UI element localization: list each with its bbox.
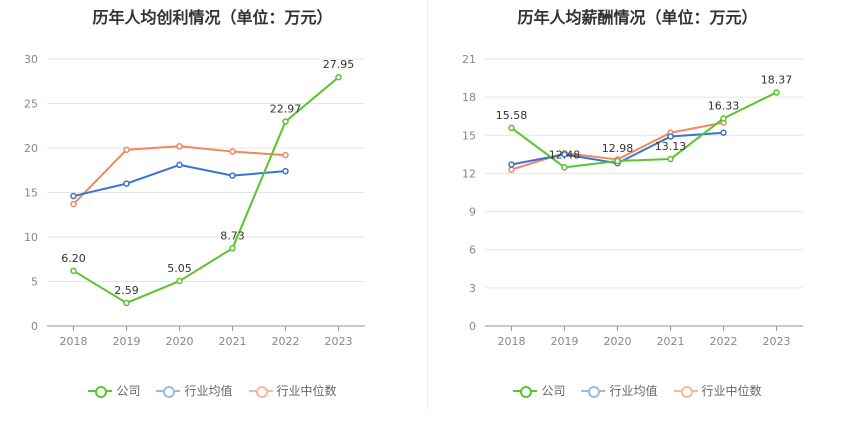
data-label: 22.97: [270, 103, 302, 116]
data-point: [229, 245, 236, 252]
data-point: [667, 155, 674, 163]
legend-label: 行业均值: [184, 384, 233, 398]
legend-label: 行业中位数: [276, 384, 337, 398]
legend-label: 行业均值: [609, 384, 658, 398]
salary-chart: 0 3 6 9 12 15 18 21 2018 2019 2020 2021 2022 2023 15.5…: [462, 53, 803, 348]
data-point: [70, 192, 77, 200]
data-point: [667, 133, 674, 140]
x-tick-label: 2023: [325, 335, 353, 348]
legend-swatch-icon: [248, 384, 273, 398]
data-point: [773, 89, 780, 96]
profit-legend: 公司 行业均值 行业中位数: [0, 382, 425, 399]
legend-item-industry-median[interactable]: 行业中位数: [673, 382, 762, 399]
profit-chart-panel: 历年人均创利情况（单位：万元） 0 5 10 15 20 25 30 2018 2019 2020…: [0, 8, 425, 399]
data-point: [123, 299, 130, 307]
data-point: [282, 167, 289, 175]
data-label: 18.37: [761, 73, 793, 86]
x-tick-label: 2020: [166, 335, 194, 348]
y-tick-label: 0: [31, 320, 38, 333]
salary-legend: 公司 行业均值 行业中位数: [425, 382, 850, 399]
data-label: 13.13: [655, 140, 687, 153]
y-tick-label: 6: [469, 244, 476, 257]
data-point: [508, 166, 515, 173]
data-label: 6.20: [61, 252, 86, 265]
data-label: 8.73: [220, 229, 245, 242]
salary-chart-panel: 历年人均薪酬情况（单位：万元） 0 3 6 9 12 15 18 21 2018 2019 2020…: [425, 0, 850, 437]
legend-label: 公司: [541, 384, 566, 398]
data-point: [176, 277, 183, 285]
y-tick-label: 21: [462, 53, 476, 66]
series-line: [73, 163, 286, 198]
y-tick-label: 0: [469, 320, 476, 333]
legend-item-industry-mean[interactable]: 行业均值: [156, 382, 233, 399]
profit-chart-title: 历年人均创利情况（单位：万元）: [92, 8, 333, 27]
data-point: [282, 118, 289, 125]
data-point: [508, 161, 515, 168]
x-tick-label: 2021: [657, 335, 685, 348]
data-point: [561, 151, 568, 158]
y-tick-label: 15: [462, 129, 476, 142]
data-point: [282, 151, 289, 159]
data-point: [335, 73, 342, 81]
legend-item-industry-median[interactable]: 行业中位数: [248, 382, 337, 399]
data-label: 15.58: [496, 109, 528, 122]
data-point: [176, 161, 183, 169]
legend-label: 行业中位数: [701, 384, 762, 398]
data-label: 2.59: [114, 284, 139, 297]
x-tick-label: 2021: [219, 335, 247, 348]
data-point: [176, 142, 183, 150]
legend-swatch-icon: [88, 384, 113, 398]
y-tick-label: 12: [462, 167, 476, 180]
legend-swatch-icon: [156, 384, 181, 398]
profit-chart: 0 5 10 15 20 25 30 2018 2019 2020 2021 2022 2023 6.20…: [24, 53, 365, 348]
data-label: 5.05: [167, 262, 192, 275]
data-point: [561, 164, 568, 171]
y-tick-label: 10: [24, 231, 38, 244]
data-point: [508, 124, 515, 132]
y-tick-label: 20: [24, 142, 38, 155]
y-tick-label: 9: [469, 206, 476, 219]
x-tick-label: 2022: [272, 335, 300, 348]
y-tick-label: 25: [24, 98, 38, 111]
data-point: [720, 115, 727, 122]
y-tick-label: 15: [24, 187, 38, 200]
x-tick-label: 2019: [113, 335, 141, 348]
series-line: [72, 76, 340, 304]
y-tick-label: 18: [462, 91, 476, 104]
x-tick-label: 2018: [498, 335, 526, 348]
data-label: 12.48: [549, 148, 581, 161]
legend-item-company[interactable]: 公司: [88, 382, 140, 399]
data-label: 12.98: [602, 142, 634, 155]
x-tick-label: 2018: [60, 335, 88, 348]
x-tick-label: 2019: [551, 335, 579, 348]
legend-swatch-icon: [513, 384, 538, 398]
y-tick-label: 3: [469, 282, 476, 295]
y-tick-label: 5: [31, 276, 38, 289]
series-line: [510, 91, 777, 169]
data-point: [229, 172, 236, 179]
data-point: [123, 180, 130, 187]
data-point: [70, 267, 77, 275]
data-point: [70, 200, 77, 208]
x-tick-label: 2022: [710, 335, 738, 348]
panel-divider: [427, 0, 428, 410]
legend-item-industry-mean[interactable]: 行业均值: [581, 382, 658, 399]
legend-swatch-icon: [673, 384, 698, 398]
x-tick-label: 2020: [604, 335, 632, 348]
data-point: [720, 129, 727, 136]
legend-item-company[interactable]: 公司: [513, 382, 565, 399]
data-label: 27.95: [323, 58, 355, 71]
salary-chart-title: 历年人均薪酬情况（单位：万元）: [517, 8, 758, 27]
data-label: 16.33: [708, 99, 740, 112]
y-tick-label: 30: [24, 53, 38, 66]
data-point: [229, 148, 236, 155]
data-point: [614, 157, 621, 165]
data-point: [123, 146, 130, 154]
legend-swatch-icon: [581, 384, 606, 398]
x-tick-label: 2023: [763, 335, 791, 348]
legend-label: 公司: [116, 384, 141, 398]
